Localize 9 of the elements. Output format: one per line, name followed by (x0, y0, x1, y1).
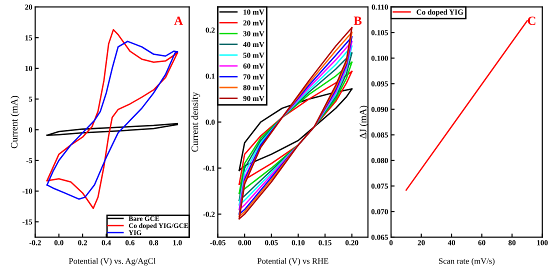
x-axis-title: Potential (V) vs. Ag/AgCl (68, 258, 156, 266)
annotation: B (354, 16, 362, 25)
annotation: A (174, 16, 183, 25)
y-axis-title: ΔJ (mA) (359, 106, 368, 138)
y-axis-title: Current (mA) (10, 96, 20, 148)
x-axis-title: Scan rate (mV/s) (439, 258, 495, 266)
x-axis-title: Potential (V) vs RHE (257, 258, 328, 266)
y-axis-title: Current density (191, 92, 200, 152)
annotation: C (528, 16, 536, 25)
